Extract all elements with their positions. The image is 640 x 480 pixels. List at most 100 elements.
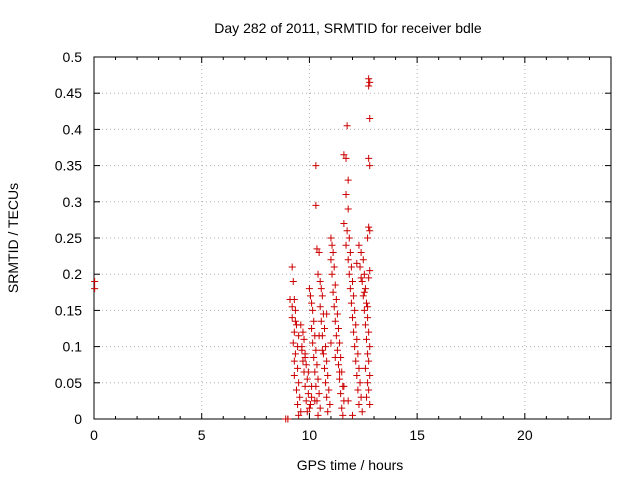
data-point	[291, 350, 299, 358]
x-tick-label: 0	[90, 427, 98, 443]
data-point	[345, 234, 353, 242]
data-point	[296, 393, 304, 401]
data-point	[303, 375, 311, 383]
data-point	[347, 299, 355, 307]
tick-labels: 0 5 10 15 20 0 0.05 0.1 0.15 0.2 0.25 0.3 0.35 0.4 0.4…	[55, 49, 533, 443]
chart-title: Day 282 of 2011, SRMTID for receiver bdl…	[214, 20, 482, 36]
data-point	[324, 372, 332, 380]
data-point	[288, 303, 296, 311]
data-point	[297, 408, 305, 416]
data-point	[364, 234, 372, 242]
data-point	[349, 411, 356, 419]
y-axis-label: SRMTID / TECUs	[5, 183, 21, 293]
data-point	[328, 270, 336, 278]
data-point	[353, 259, 361, 267]
data-point	[365, 154, 373, 162]
data-point	[308, 325, 316, 332]
data-point	[289, 277, 297, 285]
data-point	[340, 220, 348, 228]
data-point	[336, 339, 344, 347]
data-point	[337, 390, 345, 398]
data-point	[343, 227, 351, 235]
data-point	[305, 285, 313, 293]
data-point	[314, 270, 322, 278]
data-point	[309, 339, 317, 347]
y-tick-label: 0.05	[55, 375, 82, 391]
data-point	[308, 299, 316, 307]
data-point	[346, 285, 354, 293]
data-point	[350, 328, 358, 336]
data-point	[318, 292, 326, 300]
data-point	[366, 372, 374, 380]
data-point	[353, 335, 361, 343]
data-point	[342, 154, 350, 162]
x-tick-label: 15	[409, 427, 425, 443]
data-point	[295, 379, 303, 387]
data-point	[359, 256, 367, 264]
data-point	[304, 390, 312, 398]
data-point	[311, 397, 319, 405]
data-point	[350, 292, 358, 300]
data-point	[322, 379, 330, 387]
data-point	[331, 353, 339, 361]
data-point	[360, 288, 368, 296]
y-tick-label: 0.15	[55, 302, 82, 318]
data-point	[342, 191, 350, 199]
data-point	[330, 263, 338, 271]
y-tick-label: 0.2	[63, 266, 83, 282]
data-point	[330, 303, 338, 311]
x-tick-label: 20	[517, 427, 533, 443]
data-point	[290, 357, 298, 365]
data-point	[316, 277, 324, 285]
data-point	[315, 390, 323, 398]
data-point	[310, 353, 318, 361]
y-tick-label: 0.1	[63, 339, 83, 355]
data-point	[308, 393, 316, 401]
data-point	[333, 310, 341, 318]
data-point	[364, 350, 372, 358]
data-point	[364, 303, 372, 311]
x-tick-label: 10	[302, 427, 318, 443]
data-point	[316, 404, 324, 412]
data-point	[363, 299, 371, 307]
data-point	[306, 401, 314, 409]
data-point	[366, 401, 374, 409]
x-tick-label: 5	[198, 427, 206, 443]
data-point	[300, 335, 308, 343]
data-point	[299, 328, 307, 336]
data-point	[355, 401, 363, 409]
data-point	[320, 325, 328, 332]
data-point	[297, 321, 305, 329]
data-point	[365, 357, 373, 365]
data-point	[338, 404, 346, 412]
data-point	[360, 270, 368, 278]
data-point	[366, 227, 374, 235]
data-point	[352, 321, 360, 329]
data-point	[288, 314, 296, 322]
data-point	[323, 310, 331, 318]
data-point	[363, 335, 371, 343]
data-point	[366, 162, 374, 170]
data-point	[344, 205, 352, 213]
data-point	[315, 248, 323, 256]
data-point	[361, 285, 369, 293]
y-tick-label: 0.3	[63, 194, 83, 210]
data-point	[304, 368, 312, 376]
data-point	[331, 317, 339, 325]
data-point	[356, 263, 364, 271]
data-point	[336, 368, 344, 376]
data-point	[343, 122, 351, 130]
data-point	[299, 357, 307, 365]
data-point	[298, 346, 306, 354]
data-point	[355, 241, 363, 249]
data-point	[354, 386, 362, 394]
data-point	[312, 346, 320, 354]
data-point	[352, 357, 360, 365]
data-point	[314, 411, 322, 419]
data-point	[308, 382, 316, 390]
data-point	[328, 241, 336, 249]
data-point	[346, 248, 354, 256]
data-point	[290, 328, 298, 336]
